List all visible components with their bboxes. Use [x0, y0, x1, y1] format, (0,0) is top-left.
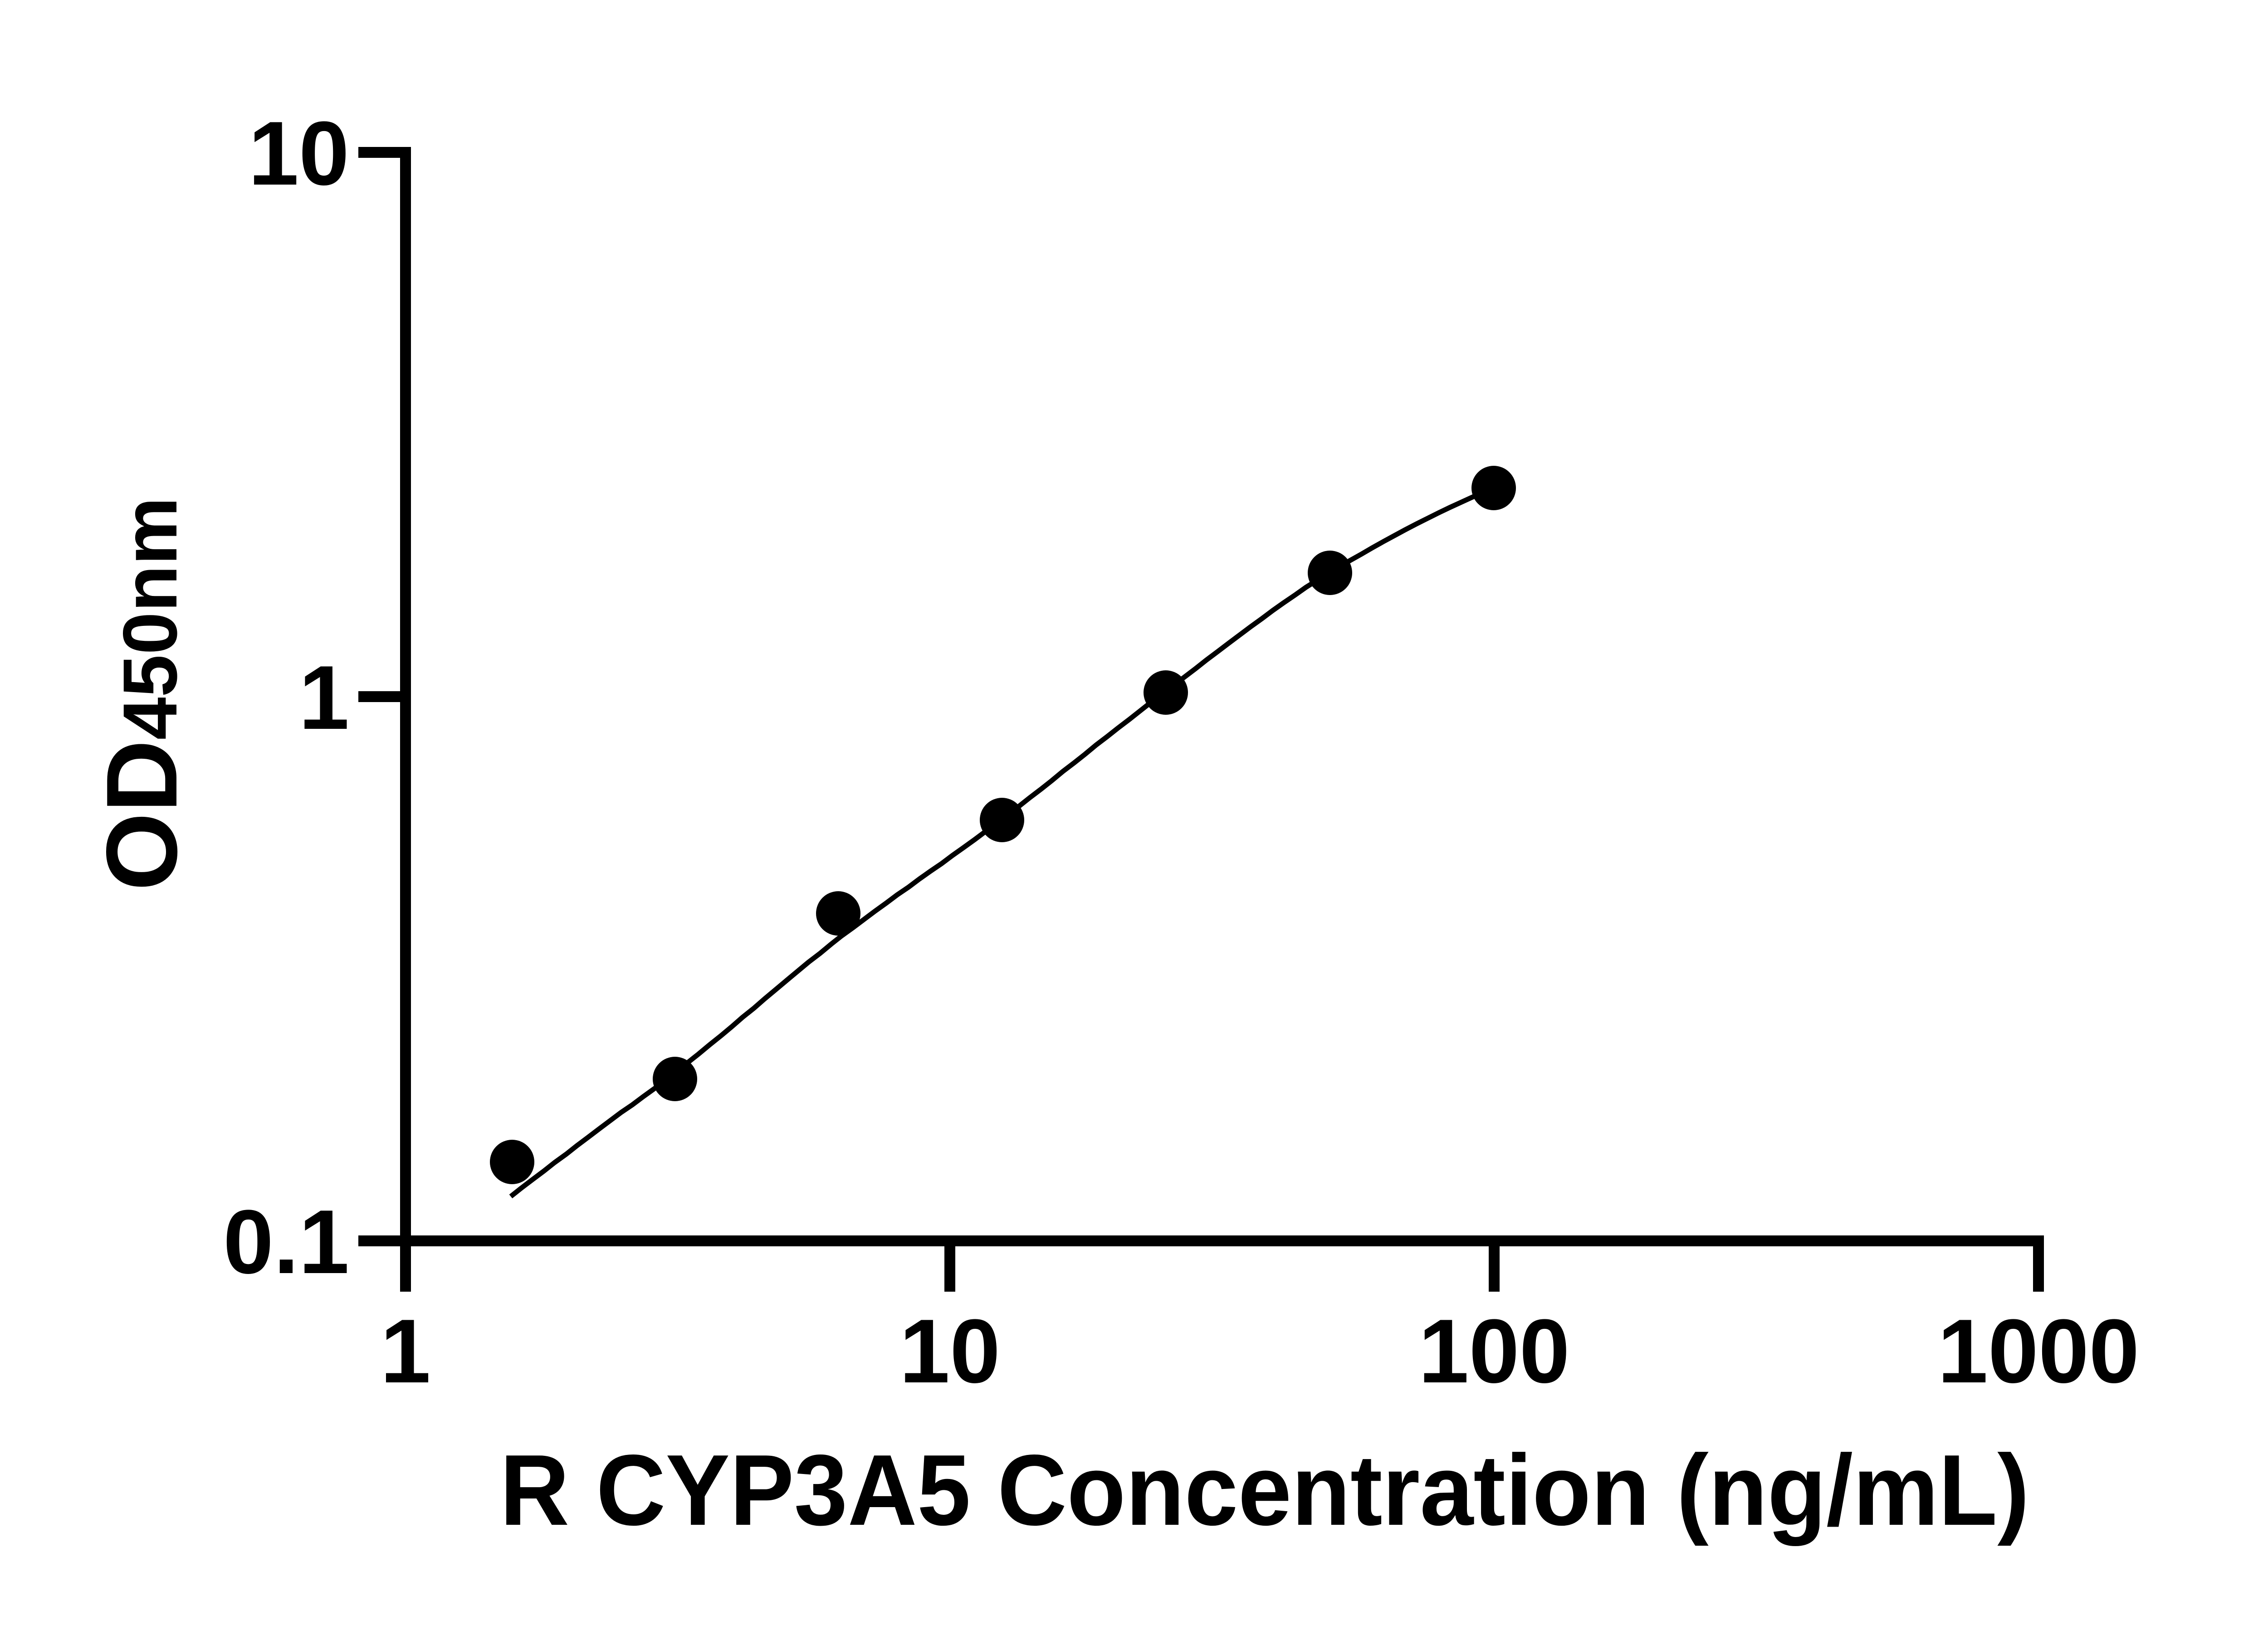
svg-text:10: 10 [899, 1301, 1000, 1402]
svg-text:1000: 1000 [1938, 1301, 2140, 1402]
svg-text:R CYP3A5 Concentration (ng/mL): R CYP3A5 Concentration (ng/mL) [500, 1434, 2029, 1547]
svg-text:1: 1 [299, 647, 349, 748]
svg-text:100: 100 [1418, 1301, 1570, 1402]
svg-text:1: 1 [380, 1301, 430, 1402]
svg-text:0.1: 0.1 [223, 1191, 349, 1293]
svg-text:10: 10 [249, 103, 349, 204]
